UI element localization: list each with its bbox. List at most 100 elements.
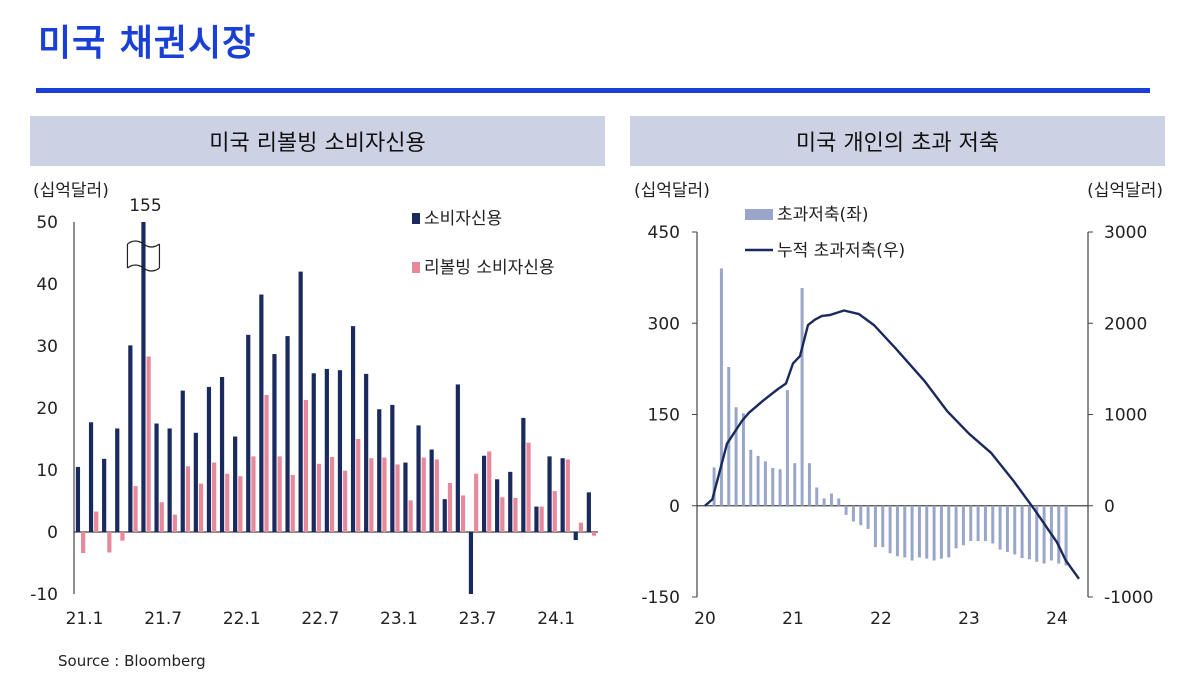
chart1-bar-리볼빙 소비자신용 bbox=[264, 394, 269, 532]
chart1-bar-리볼빙 소비자신용 bbox=[539, 506, 544, 532]
chart1-bar-리볼빙 소비자신용 bbox=[474, 473, 479, 532]
chart1-bar-리볼빙 소비자신용 bbox=[225, 473, 230, 532]
chart1-bar-리볼빙 소비자신용 bbox=[198, 483, 204, 532]
chart2-bar bbox=[998, 505, 1002, 550]
chart2-line bbox=[704, 309, 1080, 580]
chart1-bar-소비자신용 bbox=[180, 390, 185, 532]
chart2-bar bbox=[741, 413, 745, 506]
chart1-bar-소비자신용 bbox=[442, 499, 447, 532]
chart2-bar bbox=[822, 498, 826, 506]
chart1-bar-리볼빙 소비자신용 bbox=[487, 451, 492, 532]
chart2-bar bbox=[1042, 505, 1046, 564]
chart1-ytick-label: 10 bbox=[36, 461, 58, 481]
chart2-bar bbox=[785, 390, 789, 506]
chart2-bar bbox=[969, 505, 973, 542]
chart2-ytick-right: 2000 bbox=[1104, 314, 1147, 334]
source-note: Source : Bloomberg bbox=[58, 652, 206, 670]
chart2-bar bbox=[844, 505, 848, 515]
chart1-bar-소비자신용 bbox=[337, 370, 343, 532]
chart1-bar-리볼빙 소비자신용 bbox=[513, 497, 518, 532]
chart1-bar-소비자신용 bbox=[88, 422, 94, 532]
chart2-bar bbox=[815, 487, 819, 506]
chart1-bar-리볼빙 소비자신용 bbox=[460, 495, 466, 532]
chart2-xtick-label: 23 bbox=[958, 609, 980, 629]
chart1-xtick-label: 21.7 bbox=[144, 609, 182, 629]
chart1-bar-소비자신용 bbox=[298, 271, 303, 532]
chart1-axis-break bbox=[127, 240, 160, 272]
chart1-annotation: 155 bbox=[129, 196, 161, 216]
chart1-bar-소비자신용 bbox=[521, 417, 526, 532]
chart1-ytick-label: 20 bbox=[36, 399, 58, 419]
chart1-bar-소비자신용 bbox=[455, 384, 460, 532]
chart1-bar-소비자신용 bbox=[429, 449, 434, 532]
chart2-ytick-right: 0 bbox=[1104, 497, 1115, 517]
chart1-bar-소비자신용 bbox=[193, 432, 198, 532]
chart2-unit-label-right: (십억달러) bbox=[1087, 181, 1163, 201]
chart1-bar-소비자신용 bbox=[495, 479, 500, 532]
chart1-bar-소비자신용 bbox=[206, 386, 212, 532]
chart2-bar bbox=[954, 505, 958, 549]
chart2-bar bbox=[837, 498, 841, 506]
chart1-bar-리볼빙 소비자신용 bbox=[578, 522, 584, 532]
chart1-legend-swatch-2 bbox=[412, 262, 420, 273]
chart1-bar-리볼빙 소비자신용 bbox=[120, 532, 125, 541]
chart1-bar-소비자신용 bbox=[285, 336, 290, 532]
chart1-bar-소비자신용 bbox=[141, 222, 146, 532]
chart1-bar-리볼빙 소비자신용 bbox=[290, 474, 295, 532]
chart1-bar-리볼빙 소비자신용 bbox=[408, 500, 413, 532]
chart2-bar bbox=[1064, 505, 1068, 566]
page-title: 미국 채권시장 bbox=[38, 23, 257, 64]
chart2-legend-swatch-bar bbox=[745, 209, 773, 220]
chart2-bar bbox=[925, 505, 929, 559]
chart2-bar bbox=[1013, 505, 1017, 555]
chart2-bar bbox=[947, 505, 951, 558]
chart2-bar bbox=[800, 287, 804, 506]
chart1-xtick-label: 22.1 bbox=[223, 609, 261, 629]
chart1-bar-리볼빙 소비자신용 bbox=[146, 356, 151, 532]
chart1-bar-리볼빙 소비자신용 bbox=[303, 399, 308, 532]
chart1-bar-소비자신용 bbox=[154, 423, 159, 532]
chart1-bar-리볼빙 소비자신용 bbox=[552, 491, 557, 532]
chart1-xtick-label: 23.7 bbox=[459, 609, 497, 629]
chart2-ytick-left: 150 bbox=[648, 406, 680, 426]
chart1-bar-리볼빙 소비자신용 bbox=[434, 459, 439, 532]
chart1-bar-리볼빙 소비자신용 bbox=[81, 532, 86, 554]
chart1-bar-리볼빙 소비자신용 bbox=[526, 442, 531, 532]
chart2-xtick-label: 21 bbox=[782, 609, 804, 629]
chart1-bar-소비자신용 bbox=[115, 428, 120, 532]
chart1-bar-소비자신용 bbox=[586, 492, 591, 532]
chart1-bar-소비자신용 bbox=[468, 532, 474, 594]
chart1-bar-소비자신용 bbox=[219, 377, 225, 532]
chart2-bar bbox=[991, 505, 995, 544]
chart1-bar-소비자신용 bbox=[233, 436, 238, 532]
chart1-ytick-label: 0 bbox=[47, 523, 58, 543]
chart1-xtick-label: 24.1 bbox=[537, 609, 575, 629]
chart1-bar-리볼빙 소비자신용 bbox=[94, 511, 99, 532]
chart1-bar-소비자신용 bbox=[560, 458, 565, 532]
chart1-bar-리볼빙 소비자신용 bbox=[565, 459, 570, 532]
chart1-bar-소비자신용 bbox=[259, 294, 264, 532]
chart1-xtick-label: 22.7 bbox=[301, 609, 339, 629]
chart1-bar-리볼빙 소비자신용 bbox=[343, 470, 348, 532]
chart1-bar-소비자신용 bbox=[481, 455, 487, 532]
chart2-bar bbox=[932, 505, 936, 561]
chart1-bar-리볼빙 소비자신용 bbox=[591, 532, 597, 536]
chart2-bar bbox=[910, 505, 914, 561]
chart2-ytick-left: -150 bbox=[641, 588, 680, 608]
chart2-bar bbox=[859, 505, 863, 526]
chart2-bar bbox=[903, 505, 907, 558]
chart1-bar-리볼빙 소비자신용 bbox=[185, 466, 191, 532]
chart1-unit-label: (십억달러) bbox=[33, 181, 109, 201]
chart2-bar bbox=[983, 505, 987, 542]
chart2-bar bbox=[727, 367, 731, 506]
chart2-bar bbox=[873, 505, 877, 548]
chart1-bar-소비자신용 bbox=[534, 506, 539, 532]
chart1-legend-swatch-1 bbox=[412, 213, 420, 224]
chart2-bar bbox=[1035, 505, 1039, 562]
chart2-bar bbox=[719, 268, 723, 506]
chart1-bar-리볼빙 소비자신용 bbox=[277, 456, 282, 532]
chart2-ytick-right: 3000 bbox=[1104, 223, 1147, 243]
chart1-bar-소비자신용 bbox=[272, 354, 277, 532]
chart2-bar bbox=[866, 505, 870, 529]
